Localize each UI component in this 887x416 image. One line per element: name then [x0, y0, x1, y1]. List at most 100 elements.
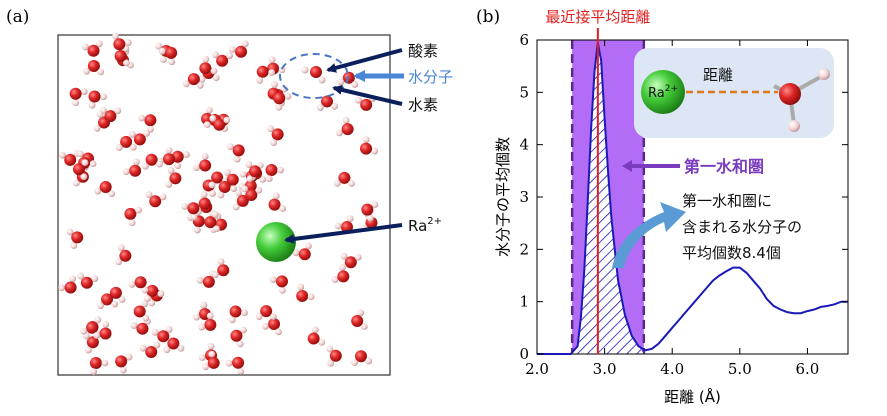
water-molecule	[227, 143, 245, 163]
water-molecule	[81, 40, 103, 57]
water-molecule	[212, 51, 233, 67]
hydrogen-arrow	[332, 84, 403, 106]
water-molecule	[267, 125, 284, 146]
water-molecule	[182, 73, 204, 89]
water-molecule	[83, 60, 105, 76]
water-molecule	[336, 116, 354, 137]
water-molecule	[232, 189, 249, 211]
water-molecule	[156, 146, 175, 166]
annotation-line-1: 第一水和圏に	[682, 192, 772, 210]
water-molecule	[340, 252, 362, 269]
water-molecule	[256, 65, 276, 84]
water-molecule	[198, 312, 217, 331]
water-molecule	[228, 40, 249, 58]
nearest-distance-label: 最近接平均距離	[545, 8, 650, 26]
water-molecule	[228, 305, 248, 324]
inset-ion-label: Ra2+	[648, 84, 678, 101]
water-molecule	[296, 283, 315, 302]
water-molecule	[361, 201, 379, 222]
water-molecule	[138, 114, 157, 133]
water-molecule	[139, 341, 161, 358]
water-molecule	[141, 153, 163, 170]
water-molecule	[114, 45, 130, 67]
water-molecule	[230, 326, 247, 348]
water-molecule	[241, 185, 263, 202]
inset-hydrogen-atom-2	[818, 68, 830, 80]
water-molecule	[307, 326, 326, 346]
water-molecule	[66, 228, 84, 250]
water-molecule	[245, 161, 261, 183]
water-molecule	[77, 272, 99, 289]
water-molecule	[144, 284, 165, 302]
water-molecule	[93, 321, 112, 340]
water-molecule	[165, 167, 182, 188]
panel-b-label: (b)	[476, 7, 500, 27]
y-axis-label: 水分子の平均個数	[494, 137, 512, 257]
shell-label-arrowhead	[622, 160, 632, 172]
water-molecule	[209, 115, 231, 131]
water-molecules	[58, 32, 379, 376]
x-tick-label: 2.0	[525, 360, 549, 378]
oxygen-label: 酸素	[408, 42, 438, 60]
simulation-box	[57, 34, 391, 376]
water-molecule	[129, 129, 151, 146]
water-molecule	[273, 92, 292, 111]
annotation-curved-arrow	[612, 202, 686, 268]
water-molecule	[145, 191, 167, 208]
water-molecule	[124, 206, 142, 227]
water-molecule	[158, 46, 178, 66]
x-axis-ticks: 2.0 3.0 4.0 5.0 6.0	[525, 40, 819, 378]
radium-arrow	[284, 223, 403, 244]
x-tick-label: 5.0	[728, 360, 752, 378]
panel-a-label: (a)	[6, 7, 29, 27]
water-molecule	[326, 345, 342, 367]
water-molecule	[94, 181, 116, 198]
inset-diagram: Ra2+ 距離	[634, 48, 834, 138]
water-molecule	[268, 192, 287, 212]
water-molecule	[130, 317, 151, 335]
water-molecule	[261, 318, 282, 336]
x-tick-label: 6.0	[796, 360, 820, 378]
water-molecule	[217, 180, 237, 199]
water-molecule	[317, 95, 338, 111]
first-shell-integrated-area	[572, 42, 644, 354]
water-molecule	[351, 350, 373, 367]
water-molecule	[115, 135, 137, 151]
inset-oxygen-atom	[779, 83, 801, 105]
water-molecule	[331, 264, 350, 283]
water-molecule	[193, 153, 212, 172]
y-tick-label: 0	[519, 345, 529, 363]
hydrogen-label: 水素	[408, 96, 438, 114]
water-molecule	[255, 305, 277, 321]
water-molecule	[133, 300, 150, 322]
water-molecule	[351, 309, 368, 330]
water-molecule	[225, 356, 245, 375]
water-molecule	[360, 136, 379, 155]
water-molecule	[122, 158, 142, 177]
water-molecule	[181, 202, 200, 221]
water-molecule	[115, 353, 133, 374]
y-tick-label: 2	[519, 240, 529, 258]
y-tick-label: 3	[519, 188, 529, 206]
radium-label: Ra2+	[408, 216, 442, 235]
water-molecule	[58, 275, 77, 294]
water-molecule	[211, 258, 230, 279]
water-molecule	[88, 90, 107, 109]
y-tick-label: 4	[519, 136, 529, 154]
water-molecule	[128, 276, 149, 294]
water-molecule	[112, 32, 132, 51]
water-molecule	[89, 356, 109, 376]
y-tick-label: 6	[519, 31, 529, 49]
inset-hydrogen-atom-1	[788, 120, 800, 132]
inset-distance-label: 距離	[703, 66, 733, 84]
y-tick-label: 5	[519, 83, 529, 101]
water-molecule	[269, 275, 288, 294]
y-axis-ticks: 0 1 2 3 4 5 6	[519, 31, 848, 363]
first-shell-label: 第一水和圏	[684, 157, 764, 176]
annotation-line-2: 含まれる水分子の	[682, 218, 802, 236]
water-molecule	[199, 55, 218, 75]
water-molecule	[100, 106, 122, 123]
water-molecule-label: 水分子	[408, 68, 453, 86]
radium-ion-sphere	[256, 222, 296, 262]
